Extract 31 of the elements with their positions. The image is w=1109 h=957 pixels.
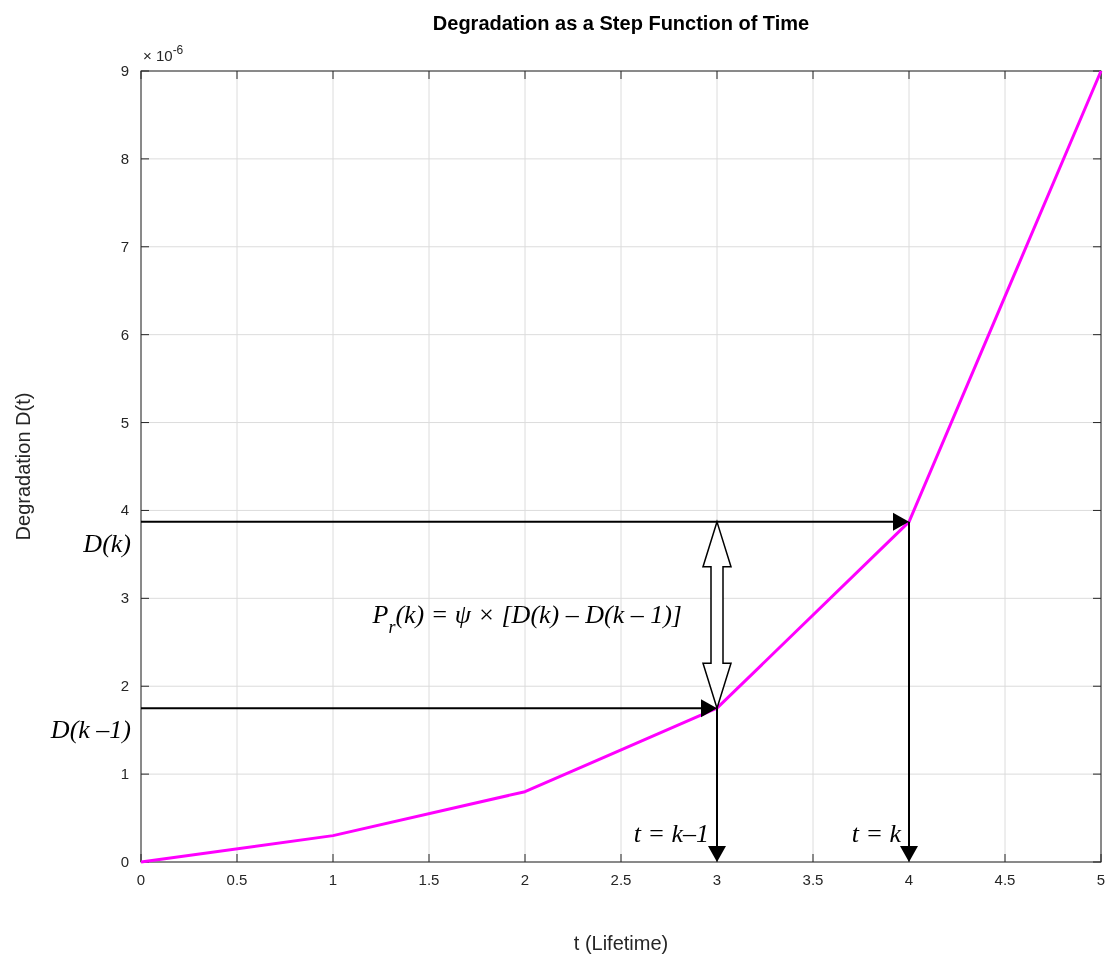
- annotation: t = k: [851, 819, 902, 848]
- y-tick-label: 5: [120, 413, 129, 431]
- text: × 10$^{-6}$: [143, 43, 184, 64]
- line-series: [139, 69, 1103, 864]
- x-tick-label: 4: [904, 871, 914, 888]
- x-tick-label: 3: [712, 871, 722, 888]
- chart-title: Degradation as a Step Function of Time: [432, 12, 810, 34]
- x-tick-label: 1.5: [418, 871, 440, 888]
- x-tick-label: 3.5: [802, 871, 824, 888]
- y-tick-label: 1: [120, 765, 129, 783]
- x-tick-label: 1: [328, 871, 338, 888]
- text: D(k): [82, 528, 131, 558]
- y-tick-label: 4: [120, 501, 129, 519]
- y-tick-label: 3: [120, 589, 129, 607]
- x-tick-label: 4.5: [994, 871, 1016, 888]
- x-axis-title: t (Lifetime): [573, 932, 669, 954]
- x-tick-label: 0.5: [226, 871, 248, 888]
- y-tick-label: 9: [120, 62, 129, 79]
- y-tick-label: 2: [120, 677, 129, 695]
- y-tick-label: 7: [120, 237, 129, 255]
- x-tick-label: 0: [136, 871, 146, 888]
- y-tick-label: 8: [120, 149, 129, 167]
- y-tick-label: 6: [120, 325, 129, 343]
- annotation: P$_{r}$(k) = ψ × [D(k) – D(k – 1)]: [371, 600, 682, 638]
- y-tick-label: 0: [120, 853, 129, 870]
- x-tick-label: 2.5: [610, 871, 632, 888]
- x-tick-label: 5: [1096, 871, 1106, 888]
- y-axis-title: Degradation D(t): [12, 392, 34, 541]
- annotation: t = k–1: [633, 819, 709, 848]
- x-tick-label: 2: [520, 871, 530, 888]
- text: D(k –1): [49, 715, 131, 745]
